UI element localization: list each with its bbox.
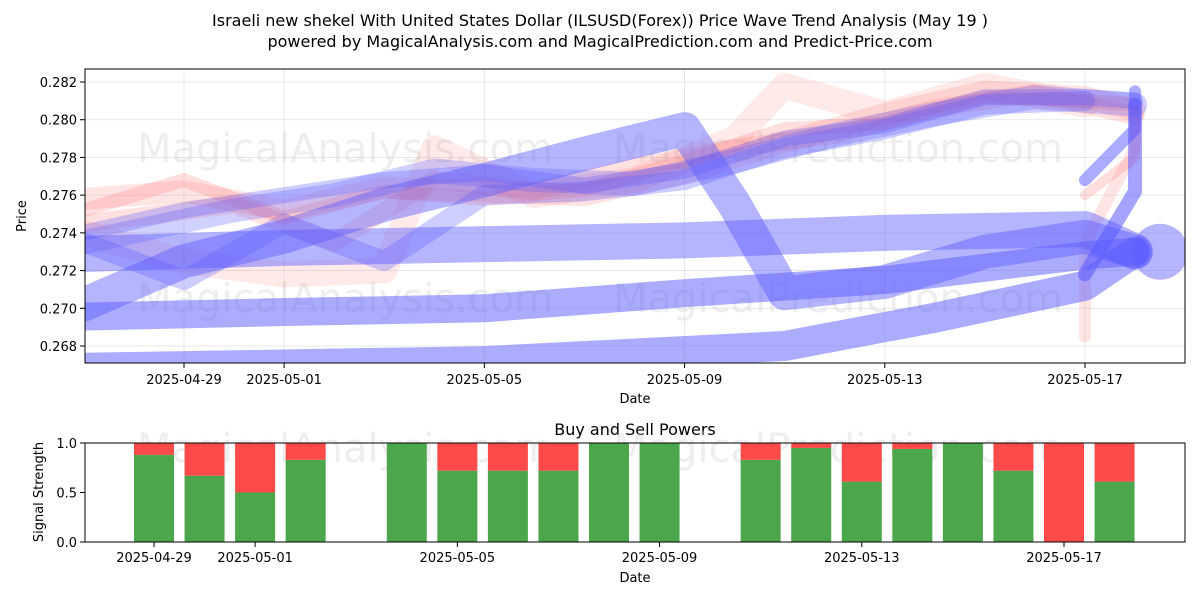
price-wave-line-13 — [85, 236, 1151, 363]
buy-bar — [993, 470, 1034, 542]
sell-bar — [841, 443, 882, 482]
price-y-tick-label: 0.268 — [40, 340, 77, 355]
price-x-tick-label: 2025-04-29 — [146, 373, 222, 388]
watermark-prediction-top: MagicalPrediction.com — [613, 126, 1063, 172]
price-wave-chart: MagicalAnalysis.com MagicalPrediction.co… — [15, 68, 1186, 407]
buy-bar — [892, 448, 933, 542]
price-wave-line-8 — [85, 85, 1148, 255]
price-x-tick-label: 2025-05-01 — [246, 373, 322, 388]
price-wave-line-15 — [1078, 97, 1143, 282]
buy-sell-y-label: Signal Strength — [32, 442, 47, 542]
sell-bar — [993, 443, 1034, 471]
price-wave-endpoint — [1132, 223, 1185, 280]
buy-bar — [791, 447, 832, 542]
price-chart-y-label: Price — [15, 200, 30, 232]
price-chart-y-ticks: 0.268 0.270 0.272 0.274 0.276 0.278 0.280 0.282 — [40, 76, 85, 355]
price-wave-line-9 — [85, 90, 1095, 290]
buy-sell-chart-title: Buy and Sell Powers — [554, 420, 716, 439]
sell-bar — [538, 443, 579, 471]
price-chart-frame — [84, 68, 1186, 364]
price-wave-line-10 — [85, 112, 1153, 322]
sell-bar — [134, 443, 174, 455]
sell-bar — [791, 443, 832, 448]
price-x-tick-label: 2025-05-17 — [1047, 373, 1123, 388]
buy-bar — [589, 443, 629, 542]
price-wave-line-3 — [85, 84, 1145, 252]
buy-sell-x-tick-label: 2025-05-13 — [824, 551, 900, 566]
buy-sell-x-tick-label: 2025-05-17 — [1026, 551, 1102, 566]
buy-sell-x-tick-label: 2025-05-05 — [420, 551, 496, 566]
buy-sell-bars — [134, 443, 1135, 542]
buy-sell-y-tick-label: 0.5 — [56, 487, 77, 502]
price-wave-line-12 — [85, 237, 1150, 331]
buy-sell-x-label: Date — [619, 571, 650, 586]
price-y-tick-label: 0.270 — [40, 302, 77, 317]
buy-sell-x-ticks: 2025-04-29 2025-05-01 2025-05-05 2025-05-09… — [116, 542, 1102, 566]
price-wave-line-4 — [85, 72, 1098, 288]
figure-title-line2: powered by MagicalAnalysis.com and Magic… — [267, 32, 932, 51]
sell-bar — [740, 443, 781, 460]
price-chart-x-label: Date — [619, 392, 650, 407]
price-x-tick-label: 2025-05-05 — [447, 373, 523, 388]
price-wave-line-7 — [85, 89, 1144, 241]
price-y-tick-label: 0.280 — [40, 114, 77, 129]
buy-sell-x-tick-label: 2025-04-29 — [116, 551, 192, 566]
buy-bar — [639, 443, 680, 542]
watermark-prediction-bottom: MagicalPrediction.com — [613, 426, 1063, 472]
buy-bar — [1094, 481, 1135, 542]
buy-bar — [740, 459, 781, 542]
price-x-tick-label: 2025-05-09 — [647, 373, 723, 388]
price-wave-line-2 — [85, 80, 1147, 222]
price-y-tick-label: 0.274 — [40, 227, 77, 242]
sell-bar — [285, 443, 326, 460]
price-y-tick-label: 0.272 — [40, 265, 77, 280]
price-y-tick-label: 0.282 — [40, 76, 77, 91]
price-wave-line-11 — [85, 211, 1154, 272]
buy-bar — [538, 470, 579, 542]
buy-bar — [134, 454, 174, 542]
price-y-tick-label: 0.278 — [40, 151, 77, 166]
price-chart-x-ticks: 2025-04-29 2025-05-01 2025-05-05 2025-05-09… — [146, 363, 1123, 388]
sell-bar — [892, 443, 933, 449]
watermark-analysis-top: MagicalAnalysis.com — [137, 126, 553, 172]
buy-sell-y-ticks: 0.0 0.5 1.0 — [56, 437, 85, 551]
price-x-tick-label: 2025-05-13 — [847, 373, 923, 388]
buy-bar — [437, 470, 478, 542]
buy-sell-y-tick-label: 0.0 — [56, 536, 77, 551]
sell-bar — [487, 443, 528, 471]
buy-bar — [184, 475, 225, 542]
price-wave-line-1 — [85, 90, 1143, 225]
sell-bar — [437, 443, 478, 471]
sell-bar — [184, 443, 225, 476]
buy-bar — [235, 492, 276, 542]
buy-sell-x-tick-label: 2025-05-01 — [217, 551, 293, 566]
buy-sell-x-tick-label: 2025-05-09 — [622, 551, 698, 566]
sell-bar — [1044, 443, 1084, 542]
buy-sell-y-tick-label: 1.0 — [56, 437, 77, 452]
sell-bar — [1094, 443, 1135, 482]
buy-bar — [386, 443, 427, 542]
figure-title-line1: Israeli new shekel With United States Do… — [212, 11, 988, 30]
buy-bar — [285, 459, 326, 542]
price-y-tick-label: 0.276 — [40, 189, 77, 204]
price-wave-series — [85, 72, 1185, 363]
buy-bar — [487, 470, 528, 542]
buy-bar — [942, 443, 983, 542]
buy-bar — [841, 481, 882, 542]
sell-bar — [235, 443, 276, 493]
buy-sell-power-chart: Buy and Sell Powers MagicalAnalysis.com … — [32, 420, 1186, 586]
